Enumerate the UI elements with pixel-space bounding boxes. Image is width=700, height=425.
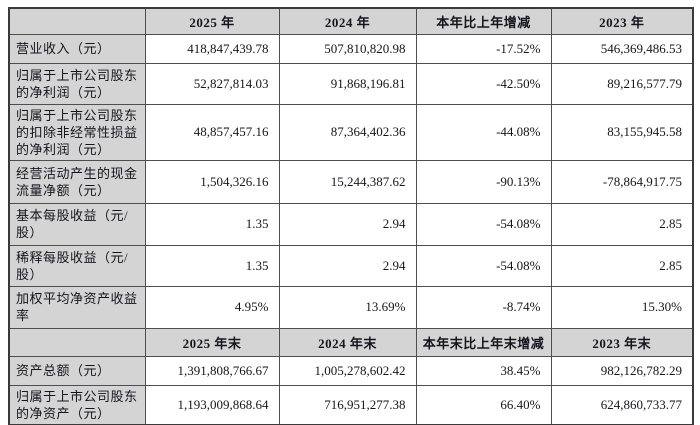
metric-label: 基本每股收益（元/股）: [8, 202, 146, 246]
col-header-empty: [8, 327, 146, 357]
value-change: -54.08%: [415, 244, 552, 287]
table-row-basic-eps: 基本每股收益（元/股） 1.35 2.94 -54.08% 2.85: [8, 202, 694, 246]
value-2024: 2.94: [278, 202, 417, 246]
value-2023: 2.85: [550, 202, 694, 246]
col-header-2023: 2023 年: [550, 7, 694, 35]
value-2023-end: 982,126,782.29: [550, 355, 694, 386]
table-row-total-assets: 资产总额（元） 1,391,808,766.67 1,005,278,602.4…: [8, 355, 694, 386]
value-2025: 418,847,439.78: [144, 33, 280, 64]
table-row-diluted-eps: 稀释每股收益（元/股） 1.35 2.94 -54.08% 2.85: [8, 244, 694, 287]
metric-label: 归属于上市公司股东的净利润（元）: [8, 62, 146, 105]
value-change: -54.08%: [415, 202, 552, 246]
value-2023: -78,864,917.75: [550, 159, 694, 204]
col-header-empty: [8, 7, 146, 35]
value-2025: 48,857,457.16: [144, 103, 280, 161]
value-change: -90.13%: [415, 159, 552, 204]
value-2025: 4.95%: [144, 285, 280, 329]
metric-label: 归属于上市公司股东的净资产（元）: [8, 384, 146, 425]
table-row-weighted-avg-roe: 加权平均净资产收益率 4.95% 13.69% -8.74% 15.30%: [8, 285, 694, 329]
table-row-operating-cash-flow: 经营活动产生的现金流量净额（元） 1,504,326.16 15,244,387…: [8, 159, 694, 204]
value-2023-end: 624,860,733.77: [550, 384, 694, 425]
value-change: 66.40%: [415, 384, 552, 425]
metric-label: 经营活动产生的现金流量净额（元）: [8, 159, 146, 204]
col-header-2023-end: 2023 年末: [550, 327, 694, 357]
value-2023: 546,369,486.53: [550, 33, 694, 64]
financial-summary-table-wrap: 2025 年 2024 年 本年比上年增减 2023 年 营业收入（元） 418…: [8, 7, 694, 425]
financial-summary-table: 2025 年 2024 年 本年比上年增减 2023 年 营业收入（元） 418…: [8, 7, 694, 425]
value-2024: 13.69%: [278, 285, 417, 329]
table-row-revenue: 营业收入（元） 418,847,439.78 507,810,820.98 -1…: [8, 33, 694, 64]
value-2024: 87,364,402.36: [278, 103, 417, 161]
header-row-annual: 2025 年 2024 年 本年比上年增减 2023 年: [8, 7, 694, 35]
value-2025: 1.35: [144, 244, 280, 287]
col-header-2025-end: 2025 年末: [144, 327, 280, 357]
table-row-net-profit-excl-nonrecurring: 归属于上市公司股东的扣除非经常性损益的净利润（元） 48,857,457.16 …: [8, 103, 694, 161]
header-row-year-end: 2025 年末 2024 年末 本年末比上年末增减 2023 年末: [8, 327, 694, 357]
col-header-year-end-change: 本年末比上年末增减: [415, 327, 552, 357]
metric-label: 加权平均净资产收益率: [8, 285, 146, 329]
value-change: -8.74%: [415, 285, 552, 329]
metric-label: 稀释每股收益（元/股）: [8, 244, 146, 287]
value-2023: 2.85: [550, 244, 694, 287]
value-2023: 83,155,945.58: [550, 103, 694, 161]
value-2024: 2.94: [278, 244, 417, 287]
value-2024: 15,244,387.62: [278, 159, 417, 204]
value-2025-end: 1,391,808,766.67: [144, 355, 280, 386]
col-header-2024: 2024 年: [278, 7, 417, 35]
value-change: -44.08%: [415, 103, 552, 161]
value-2024-end: 1,005,278,602.42: [278, 355, 417, 386]
table-row-net-assets: 归属于上市公司股东的净资产（元） 1,193,009,868.64 716,95…: [8, 384, 694, 425]
table-row-net-profit: 归属于上市公司股东的净利润（元） 52,827,814.03 91,868,19…: [8, 62, 694, 105]
value-2024-end: 716,951,277.38: [278, 384, 417, 425]
value-change: -17.52%: [415, 33, 552, 64]
col-header-2024-end: 2024 年末: [278, 327, 417, 357]
value-2025-end: 1,193,009,868.64: [144, 384, 280, 425]
col-header-2025: 2025 年: [144, 7, 280, 35]
value-2023: 15.30%: [550, 285, 694, 329]
metric-label: 资产总额（元）: [8, 355, 146, 386]
value-change: -42.50%: [415, 62, 552, 105]
value-2025: 1,504,326.16: [144, 159, 280, 204]
col-header-yoy-change: 本年比上年增减: [415, 7, 552, 35]
value-2025: 52,827,814.03: [144, 62, 280, 105]
metric-label: 营业收入（元）: [8, 33, 146, 64]
value-2024: 507,810,820.98: [278, 33, 417, 64]
value-2025: 1.35: [144, 202, 280, 246]
value-2023: 89,216,577.79: [550, 62, 694, 105]
metric-label: 归属于上市公司股东的扣除非经常性损益的净利润（元）: [8, 103, 146, 161]
value-2024: 91,868,196.81: [278, 62, 417, 105]
value-change: 38.45%: [415, 355, 552, 386]
